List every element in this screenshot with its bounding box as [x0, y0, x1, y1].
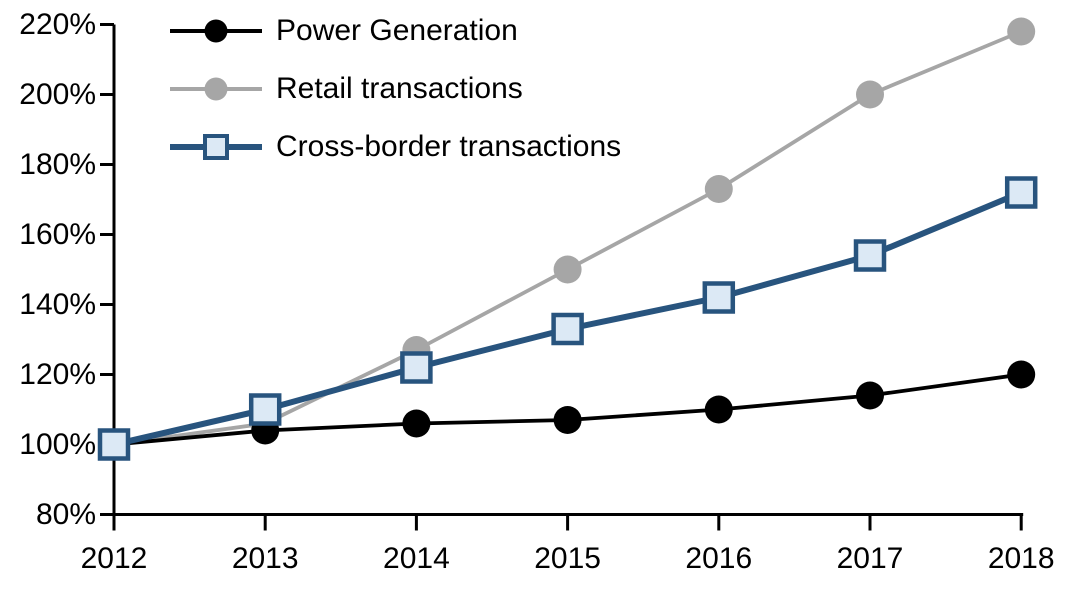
x-axis-tick-label: 2014: [383, 542, 450, 575]
data-point-marker: [553, 255, 582, 284]
data-point-marker: [402, 409, 431, 438]
legend-item-retail-transactions: Retail transactions: [168, 60, 621, 118]
data-point-marker: [704, 175, 733, 203]
y-axis-tick-label: 220%: [19, 8, 96, 41]
x-axis-tick-label: 2015: [534, 542, 601, 575]
legend-label: Cross-border transactions: [276, 130, 622, 163]
y-axis-tick-label: 180%: [19, 148, 96, 181]
data-point-marker: [1004, 176, 1038, 209]
y-axis-tick-label: 200%: [19, 78, 96, 111]
data-point-marker: [856, 381, 884, 410]
legend-item-cross-border-transactions: Cross-border transactions: [168, 118, 621, 176]
y-axis-tick-label: 160%: [19, 218, 96, 251]
data-point-marker: [702, 281, 736, 314]
y-axis-tick-label: 120%: [19, 358, 96, 391]
x-axis-tick-label: 2012: [81, 542, 148, 575]
data-point-marker: [1007, 360, 1036, 389]
data-point-marker: [248, 393, 282, 426]
legend-line-sample-circle: [170, 77, 262, 101]
legend-line-sample-square: [170, 134, 262, 160]
data-point-marker: [400, 351, 433, 384]
data-point-marker: [853, 239, 887, 272]
x-axis-tick-label: 2013: [232, 542, 299, 575]
data-point-marker: [704, 395, 733, 424]
data-point-marker: [97, 428, 131, 461]
legend-label: Retail transactions: [276, 72, 523, 105]
y-axis-tick-label: 100%: [19, 428, 96, 461]
legend-item-power-generation: Power Generation: [168, 2, 621, 60]
y-axis-tick-label: 140%: [19, 288, 96, 321]
data-point-marker: [551, 312, 584, 346]
data-point-marker: [856, 80, 884, 109]
chart-legend: Power Generation Retail transactions Cro…: [168, 2, 621, 176]
x-axis-tick-label: 2018: [988, 542, 1055, 575]
data-point-marker: [553, 406, 582, 434]
data-point-marker: [1007, 17, 1036, 46]
x-axis-tick-label: 2016: [685, 542, 752, 575]
y-axis-tick-label: 80%: [36, 498, 96, 531]
legend-label: Power Generation: [276, 14, 518, 47]
legend-line-sample-circle: [170, 19, 262, 43]
x-axis-tick-label: 2017: [837, 542, 904, 575]
